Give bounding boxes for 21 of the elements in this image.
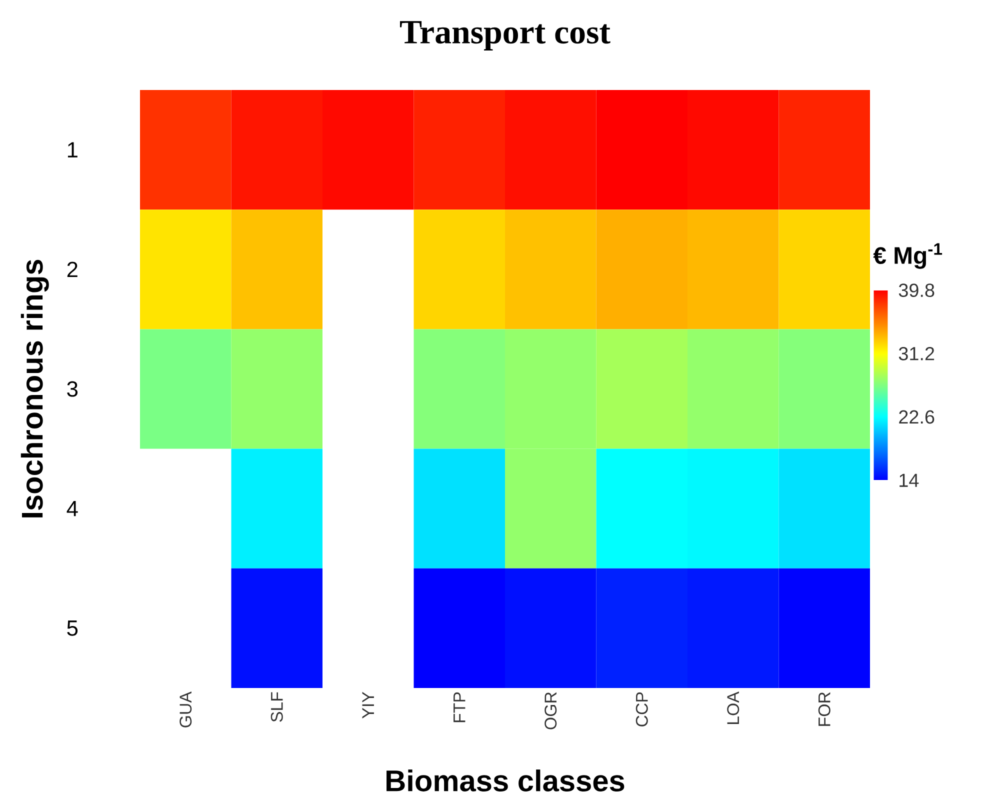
x-tick-label: GUA xyxy=(180,692,192,728)
color-bar-label: 31.2 xyxy=(898,346,934,360)
y-tick-label: 4 xyxy=(66,501,78,516)
x-tick-label: FTP xyxy=(454,692,466,722)
x-axis-title: Biomass classes xyxy=(386,770,624,792)
x-tick-label: FOR xyxy=(818,692,830,726)
chart-title: Transport cost xyxy=(400,21,610,51)
color-bar-label: 22.6 xyxy=(899,410,934,424)
x-tick-label: LOA xyxy=(727,692,740,724)
x-tick-label: CCP xyxy=(636,692,648,726)
color-bar-label: 39.8 xyxy=(898,284,934,298)
x-tick-label: OGR xyxy=(544,692,557,730)
x-tick-label: YIY xyxy=(362,692,374,718)
x-tick-label: SLF xyxy=(270,692,283,722)
y-tick-label: 2 xyxy=(67,262,78,278)
color-bar-label: 14 xyxy=(900,474,919,487)
color-bar-title: € Mg$^{-1}$ xyxy=(873,243,942,269)
y-tick-label: 5 xyxy=(67,620,78,636)
y-tick-label: 1 xyxy=(68,142,78,158)
y-axis-title: Isochronous rings xyxy=(20,260,49,518)
y-tick-label: 3 xyxy=(67,381,78,397)
